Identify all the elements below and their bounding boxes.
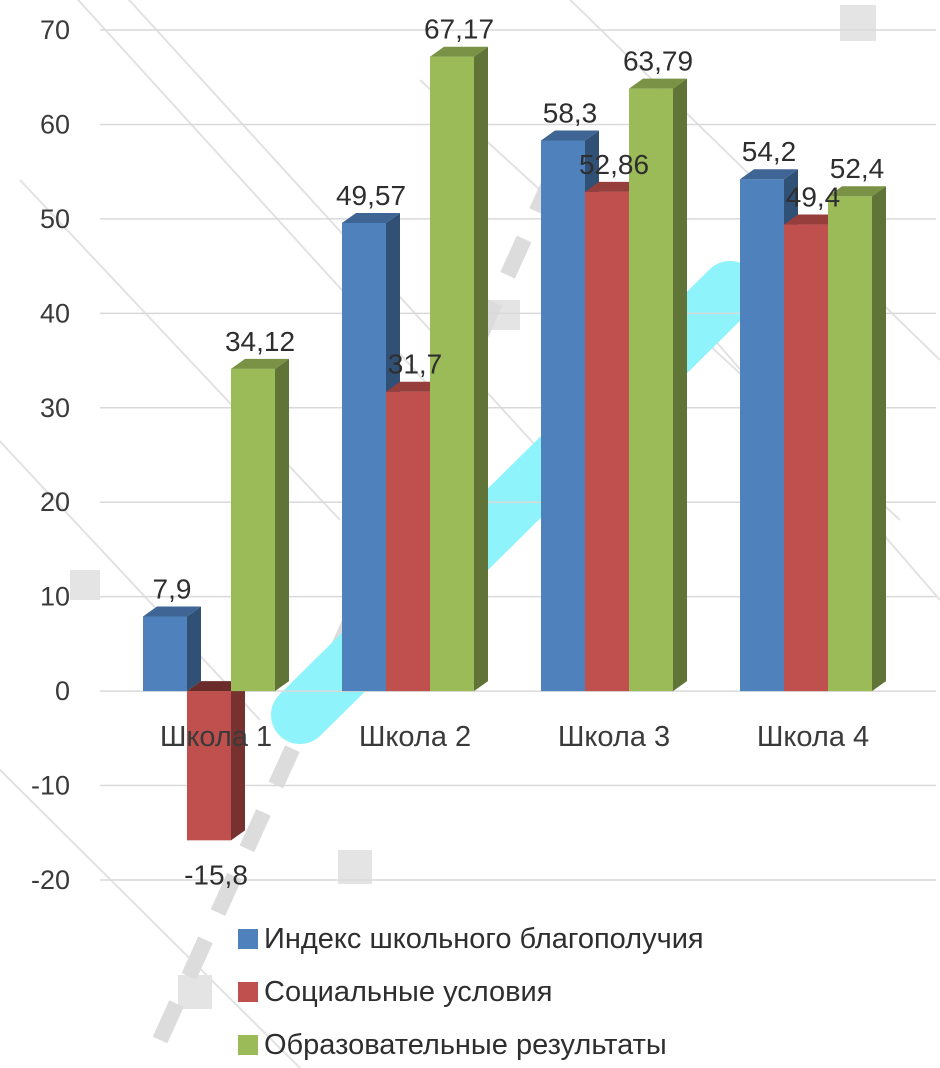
bar-front [629,88,673,692]
bar-top [629,78,687,89]
bar-front [187,691,231,841]
legend-swatch [238,982,258,1002]
x-category-label: Школа 1 [160,721,272,753]
bar-side [231,681,245,841]
x-category-label: Школа 2 [359,721,471,753]
bar [231,358,289,692]
bar-top [342,212,400,223]
data-label: 49,57 [336,180,406,211]
legend-label: Индекс школьного благополучия [264,923,704,955]
decor-square [70,570,100,600]
decor-dashed-band [152,156,568,1044]
data-label: 7,9 [153,574,192,605]
bar-front [231,368,275,692]
decor-square [840,5,876,41]
decor-line [0,768,301,1068]
data-label: 67,17 [424,14,494,45]
bar-top [231,358,289,369]
data-label: 49,4 [786,182,841,213]
legend-item: Индекс школьного благополучия [238,923,704,955]
legend-swatch [238,929,258,949]
bar-side [474,46,488,692]
bar-front [386,391,430,692]
bar-top [541,130,599,141]
bar-front [740,179,784,692]
bar-top [784,214,842,225]
bar-front [828,196,872,692]
x-axis-categories: Школа 1 Школа 2 Школа 3 Школа 4 [160,721,869,753]
data-label: 63,79 [623,46,693,77]
data-label: 54,2 [742,136,797,167]
legend-swatch [238,1035,258,1055]
bar-front [430,56,474,692]
bar-side [872,186,886,692]
bar-top [430,46,488,57]
y-tick-label: 50 [40,204,70,234]
y-tick-label: 20 [40,487,70,517]
bar-top [187,681,245,692]
bar [430,46,488,692]
legend-item: Социальные условия [238,976,552,1008]
data-labels: 7,9 -15,8 34,12 49,57 31,7 67,17 58,3 52,86 63,7… [153,14,885,891]
bar [187,681,245,841]
y-tick-label: 0 [55,676,70,706]
y-tick-label: 30 [40,393,70,423]
bar-top [828,186,886,197]
bar [828,186,886,692]
bar-side [673,78,687,692]
data-label: 34,12 [225,326,295,357]
data-label: 58,3 [543,98,598,129]
data-label: 52,4 [830,153,885,184]
bar-top [386,381,444,392]
legend: Индекс школьного благополучия Социальные … [238,923,704,1061]
bar-top [740,169,798,180]
data-label: -15,8 [184,859,248,890]
bar-front [784,224,828,692]
data-label: 31,7 [388,349,443,380]
y-tick-label: 70 [40,15,70,45]
bar [143,606,201,692]
bar-front [541,140,585,692]
bar-front [585,191,629,692]
y-tick-label: 60 [40,109,70,139]
decor-square [178,975,212,1009]
y-tick-label: -20 [31,865,70,895]
y-tick-label: 10 [40,582,70,612]
data-label: 52,86 [579,149,649,180]
bar-top [143,606,201,617]
bar-side [187,606,201,692]
legend-label: Социальные условия [264,976,552,1008]
bar-front [143,616,187,692]
bars [143,46,886,841]
decor-line [0,439,261,721]
x-category-label: Школа 4 [757,721,869,753]
y-tick-label: -10 [31,771,70,801]
decor-square [338,850,372,884]
bar [629,78,687,692]
y-axis-ticks: 70 60 50 40 30 20 10 0 -10 -20 [31,15,70,895]
legend-label: Образовательные результаты [264,1029,667,1061]
legend-item: Образовательные результаты [238,1029,667,1061]
y-tick-label: 40 [40,298,70,328]
x-category-label: Школа 3 [558,721,670,753]
bar-top [585,181,643,192]
bar-side [275,358,289,692]
bar-front [342,222,386,692]
